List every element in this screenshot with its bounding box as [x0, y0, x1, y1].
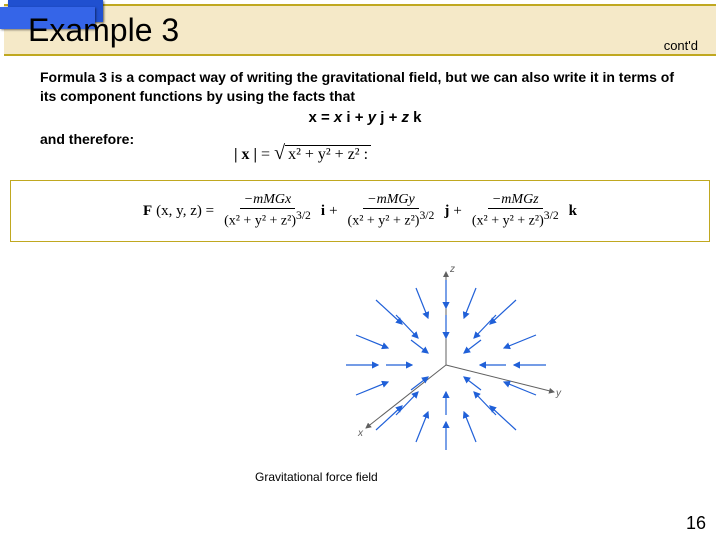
exp2: 3/2: [419, 209, 434, 222]
vec-j: j: [376, 109, 389, 126]
vector-equation: x = x i + y j + z k: [40, 108, 690, 128]
num3: −mMGz: [492, 192, 539, 207]
magnitude-equation: | x | = √x² + y² + z² :: [234, 142, 371, 165]
paragraph-1: Formula 3 is a compact way of writing th…: [40, 69, 674, 104]
F-symbol: F: [143, 203, 152, 220]
plus1: +: [329, 203, 337, 220]
vec-p1: +: [355, 109, 368, 126]
unit-k: k: [569, 203, 577, 220]
unit-j: j: [444, 203, 449, 220]
frac-2: −mMGy (x² + y² + z²)3/2: [344, 192, 439, 230]
vector-field-diagram: z y x: [316, 260, 576, 470]
vec-k: k: [409, 109, 422, 126]
figure-caption: Gravitational force field: [255, 470, 378, 484]
mag-lhs: | x |: [234, 146, 257, 163]
num2: −mMGy: [367, 192, 415, 207]
exp3: 3/2: [544, 209, 559, 222]
svg-text:y: y: [555, 388, 562, 399]
den1: (x² + y² + z²): [224, 214, 296, 229]
vec-z: z: [402, 109, 410, 126]
formula-box: F(x, y, z) = −mMGx (x² + y² + z²)3/2 i +…: [10, 180, 710, 242]
contd-label: cont'd: [664, 38, 698, 53]
num1: −mMGx: [244, 192, 292, 207]
main-formula: F(x, y, z) = −mMGx (x² + y² + z²)3/2 i +…: [143, 192, 577, 230]
mag-root: x² + y² + z² :: [285, 145, 371, 163]
unit-i: i: [321, 203, 325, 220]
den3: (x² + y² + z²): [472, 214, 544, 229]
svg-text:x: x: [357, 428, 364, 439]
mag-eq-sign: =: [257, 146, 274, 163]
page-title: Example 3: [28, 12, 179, 49]
frac-1: −mMGx (x² + y² + z²)3/2: [220, 192, 315, 230]
page-number: 16: [686, 513, 706, 534]
plus2: +: [453, 203, 461, 220]
exp1: 3/2: [296, 209, 311, 222]
paragraph-2: and therefore:: [40, 131, 134, 147]
vec-i: i: [342, 109, 355, 126]
den2: (x² + y² + z²): [348, 214, 420, 229]
frac-3: −mMGz (x² + y² + z²)3/2: [468, 192, 563, 230]
vec-y: y: [368, 109, 376, 126]
vec-x-lhs: x =: [308, 109, 333, 126]
vec-x: x: [334, 109, 342, 126]
vec-p2: +: [389, 109, 402, 126]
body-text: Formula 3 is a compact way of writing th…: [40, 68, 690, 149]
svg-text:z: z: [449, 264, 455, 275]
F-args: (x, y, z) =: [156, 203, 214, 220]
